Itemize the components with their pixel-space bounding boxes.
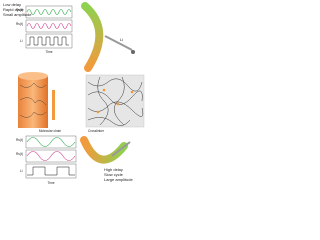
light-label: Li [120, 37, 123, 42]
network [85, 74, 145, 128]
note: High delay [104, 167, 123, 172]
signal-label: Rs(t) [16, 22, 23, 26]
signal-label: Li [20, 169, 23, 173]
note: Slow cycle [104, 172, 124, 177]
figure: Low delay Rapid cycle Small amplitude Rs… [3, 2, 145, 185]
axis-label: Time [48, 181, 55, 185]
note: Large amplitude [104, 177, 133, 182]
light-beam [104, 35, 133, 51]
signal-label: Rs(t) [16, 152, 23, 156]
light-beam [111, 141, 131, 157]
label: Molecular chain [39, 129, 62, 133]
cylinder [18, 72, 48, 128]
bottom-graph [25, 135, 77, 179]
fiber [81, 2, 104, 72]
light-source [131, 50, 135, 54]
note: Rapid cycle [3, 7, 24, 12]
signal-label: Li [20, 39, 23, 43]
note: Small amplitude [3, 12, 32, 17]
label: Crosslinker [88, 129, 105, 133]
signal-label: Rs(t) [16, 138, 23, 142]
note: Low delay [3, 2, 21, 7]
signal-label: Rs(t) [16, 8, 23, 12]
top-graph [25, 5, 73, 49]
fiber [80, 136, 128, 164]
slice [52, 90, 55, 120]
axis-label: Time [46, 50, 53, 54]
